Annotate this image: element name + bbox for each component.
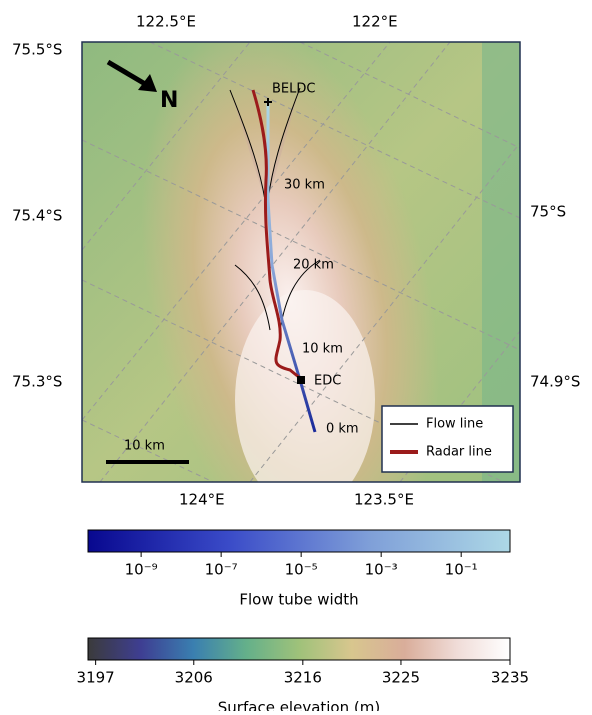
- colorbar-label: Surface elevation (m): [218, 699, 380, 712]
- colorbar-tick-label: 10⁻⁵: [285, 561, 318, 579]
- legend-label: Radar line: [426, 445, 492, 460]
- site-label: BELDC: [272, 82, 315, 97]
- colorbar-tick-label: 3206: [175, 669, 213, 687]
- colorbar-tick-label: 3225: [382, 669, 420, 687]
- lat-label: 74.9°S: [530, 373, 580, 391]
- north-label: N: [160, 88, 178, 113]
- colorbar-tick-label: 3197: [77, 669, 115, 687]
- lat-label: 75°S: [530, 203, 566, 221]
- legend-label: Flow line: [426, 417, 483, 432]
- map-area: [82, 42, 520, 482]
- colorbar-tick-label: 3235: [491, 669, 529, 687]
- colorbars: 10⁻⁹ 10⁻⁷ 10⁻⁵ 10⁻³ 10⁻¹ Flow tube width 3197 3…: [77, 529, 529, 715]
- lon-label: 124°E: [179, 491, 225, 509]
- scale-bar-label: 10 km: [124, 439, 165, 454]
- legend: Flow line Radar line: [381, 405, 514, 473]
- site-label: EDC: [314, 374, 341, 389]
- lat-label: 75.5°S: [12, 41, 62, 59]
- distance-label: 10 km: [302, 342, 343, 357]
- colorbar-tick-label: 10⁻⁹: [125, 561, 158, 579]
- lon-label: 122.5°E: [136, 13, 196, 31]
- distance-label: 30 km: [284, 178, 325, 193]
- colorbar-tick-label: 3216: [284, 669, 322, 687]
- lon-label: 123.5°E: [354, 491, 414, 509]
- colorbar-label: Flow tube width: [239, 591, 358, 609]
- lat-label: 75.4°S: [12, 207, 62, 225]
- colorbar-tick-label: 10⁻³: [365, 561, 398, 579]
- lat-label: 75.3°S: [12, 373, 62, 391]
- distance-label: 0 km: [326, 422, 359, 437]
- distance-label: 20 km: [293, 258, 334, 273]
- colorbar-tick-label: 10⁻¹: [445, 561, 478, 579]
- colorbar: [87, 637, 511, 661]
- lon-label: 122°E: [352, 13, 398, 31]
- colorbar: [87, 529, 511, 553]
- colorbar-tick-label: 10⁻⁷: [205, 561, 238, 579]
